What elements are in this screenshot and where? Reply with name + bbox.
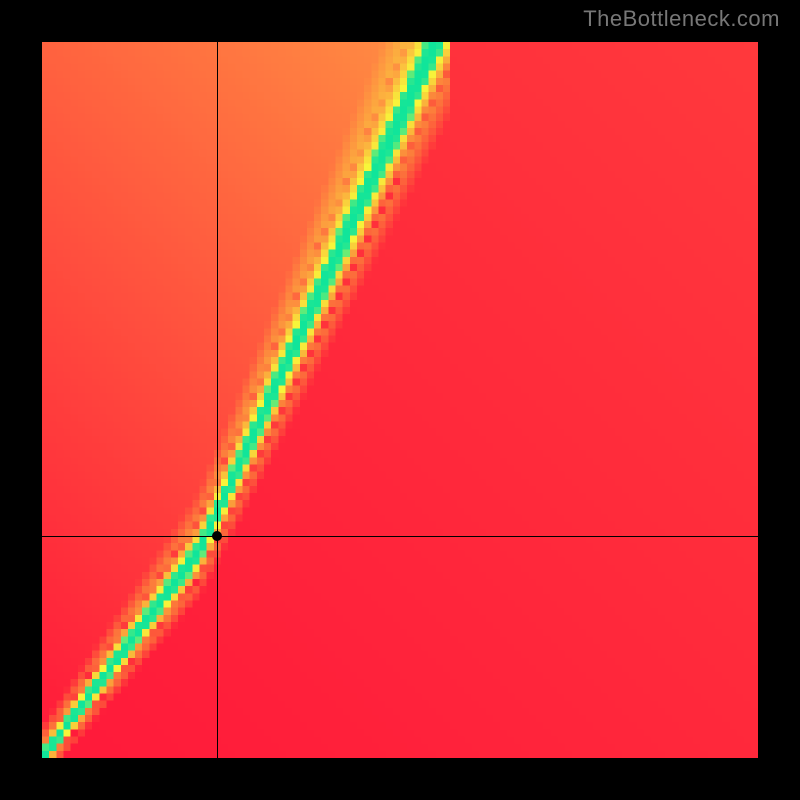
- plot-border-bottom: [0, 758, 800, 800]
- crosshair-vertical: [217, 42, 218, 758]
- plot-border-left: [0, 42, 42, 758]
- bottleneck-heatmap: [42, 42, 758, 758]
- plot-border-right: [758, 42, 800, 758]
- chart-container: TheBottleneck.com: [0, 0, 800, 800]
- crosshair-horizontal: [42, 536, 758, 537]
- watermark-text: TheBottleneck.com: [583, 6, 780, 32]
